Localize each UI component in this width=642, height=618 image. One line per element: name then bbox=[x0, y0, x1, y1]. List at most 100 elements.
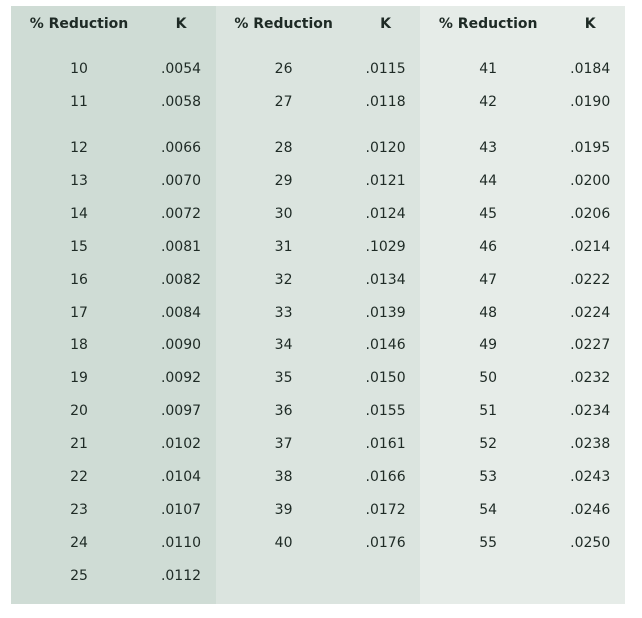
k-value-cell: .0134 bbox=[365, 272, 406, 288]
k-value-cell: .0243 bbox=[570, 469, 611, 485]
percent-reduction-cell: 48 bbox=[479, 305, 498, 321]
table-row: 27 .0118 bbox=[216, 93, 420, 111]
percent-reduction-cell: 16 bbox=[70, 272, 88, 288]
table-row: 21 .0102 bbox=[11, 435, 215, 453]
percent-reduction-cell: 20 bbox=[70, 403, 88, 419]
percent-reduction-cell: 30 bbox=[274, 206, 293, 222]
percent-reduction-cell: 55 bbox=[479, 535, 498, 551]
table-row: 14 .0072 bbox=[11, 205, 215, 223]
k-value-cell: .0072 bbox=[160, 206, 202, 222]
header-percent-reduction: % Reduction bbox=[29, 16, 129, 32]
header-k: K bbox=[175, 16, 187, 32]
k-value-cell: .0190 bbox=[570, 94, 611, 110]
table-row: 39 .0172 bbox=[216, 501, 420, 519]
k-value-cell: .0118 bbox=[365, 94, 406, 110]
k-value-cell: .0054 bbox=[160, 61, 202, 77]
k-value-cell: .0110 bbox=[160, 535, 202, 551]
percent-reduction-cell: 39 bbox=[274, 502, 293, 518]
reduction-k-table: % Reduction K 10 .0054 11 .0058 12 .0066 13 .00… bbox=[11, 6, 625, 604]
table-row: 23 .0107 bbox=[11, 501, 215, 519]
k-value-cell: .0090 bbox=[160, 337, 202, 353]
k-value-cell: .0066 bbox=[160, 140, 202, 156]
percent-reduction-cell: 11 bbox=[70, 94, 88, 110]
percent-reduction-cell: 22 bbox=[70, 469, 88, 485]
header-k: K bbox=[584, 16, 596, 32]
k-value-cell: .0081 bbox=[160, 239, 202, 255]
percent-reduction-cell: 50 bbox=[479, 370, 498, 386]
percent-reduction-cell: 38 bbox=[274, 469, 293, 485]
k-value-cell: .0115 bbox=[365, 61, 406, 77]
table-row: 45 .0206 bbox=[420, 205, 624, 223]
k-value-cell: .0200 bbox=[570, 173, 611, 189]
table-row: 44 .0200 bbox=[420, 172, 624, 190]
table-row: 10 .0054 bbox=[11, 60, 215, 78]
table-row: 28 .0120 bbox=[216, 139, 420, 157]
k-value-cell: .0222 bbox=[570, 272, 611, 288]
k-value-cell: .0121 bbox=[365, 173, 406, 189]
percent-reduction-cell: 10 bbox=[70, 61, 88, 77]
table-row: 51 .0234 bbox=[420, 402, 624, 420]
k-value-cell: .0234 bbox=[570, 403, 611, 419]
table-row: 49 .0227 bbox=[420, 336, 624, 354]
k-value-cell: .0176 bbox=[365, 535, 406, 551]
k-value-cell: .0070 bbox=[160, 173, 202, 189]
table-row: 12 .0066 bbox=[11, 139, 215, 157]
percent-reduction-cell: 23 bbox=[70, 502, 88, 518]
k-value-cell: .0172 bbox=[365, 502, 406, 518]
k-value-cell: .0195 bbox=[570, 140, 611, 156]
k-value-cell: .0238 bbox=[570, 436, 611, 452]
table-row: 22 .0104 bbox=[11, 468, 215, 486]
k-value-cell: .0124 bbox=[365, 206, 406, 222]
table-panel-2: % Reduction K 26 .0115 27 .0118 28 .0120 29 .01… bbox=[215, 6, 421, 604]
k-value-cell: .0155 bbox=[365, 403, 406, 419]
percent-reduction-cell: 21 bbox=[70, 436, 88, 452]
table-row: 37 .0161 bbox=[216, 435, 420, 453]
k-value-cell: .0184 bbox=[570, 61, 611, 77]
percent-reduction-cell: 52 bbox=[479, 436, 498, 452]
k-value-cell: .0224 bbox=[570, 305, 611, 321]
percent-reduction-cell: 15 bbox=[70, 239, 88, 255]
percent-reduction-cell: 29 bbox=[274, 173, 293, 189]
percent-reduction-cell: 33 bbox=[274, 305, 293, 321]
percent-reduction-cell: 51 bbox=[479, 403, 498, 419]
k-value-cell: .0161 bbox=[365, 436, 406, 452]
percent-reduction-cell: 35 bbox=[274, 370, 293, 386]
table-row: 19 .0092 bbox=[11, 369, 215, 387]
table-row: 54 .0246 bbox=[420, 501, 624, 519]
table-row: 55 .0250 bbox=[420, 534, 624, 552]
table-row: 36 .0155 bbox=[216, 402, 420, 420]
percent-reduction-cell: 42 bbox=[479, 94, 498, 110]
table-row: 34 .0146 bbox=[216, 336, 420, 354]
header-percent-reduction: % Reduction bbox=[438, 16, 538, 32]
percent-reduction-cell: 27 bbox=[274, 94, 293, 110]
percent-reduction-cell: 53 bbox=[479, 469, 498, 485]
header-percent-reduction: % Reduction bbox=[234, 16, 333, 32]
percent-reduction-cell: 19 bbox=[70, 370, 88, 386]
k-value-cell: .0112 bbox=[160, 568, 202, 584]
percent-reduction-cell: 43 bbox=[479, 140, 498, 156]
table-row: 42 .0190 bbox=[420, 93, 624, 111]
percent-reduction-cell: 46 bbox=[479, 239, 498, 255]
table-row: 32 .0134 bbox=[216, 271, 420, 289]
table-row: 33 .0139 bbox=[216, 304, 420, 322]
k-value-cell: .0082 bbox=[160, 272, 202, 288]
percent-reduction-cell: 45 bbox=[479, 206, 498, 222]
table-row: 48 .0224 bbox=[420, 304, 624, 322]
table-row: 25 .0112 bbox=[11, 567, 215, 585]
k-value-cell: .0232 bbox=[570, 370, 611, 386]
table-row: 52 .0238 bbox=[420, 435, 624, 453]
table-row: 50 .0232 bbox=[420, 369, 624, 387]
k-value-cell: .0120 bbox=[365, 140, 406, 156]
percent-reduction-cell: 24 bbox=[70, 535, 88, 551]
header-k: K bbox=[380, 16, 392, 32]
table-row: 15 .0081 bbox=[11, 238, 215, 256]
table-row: 29 .0121 bbox=[216, 172, 420, 190]
table-row: 46 .0214 bbox=[420, 238, 624, 256]
table-panel-1: % Reduction K 10 .0054 11 .0058 12 .0066 13 .00… bbox=[11, 6, 216, 604]
percent-reduction-cell: 49 bbox=[479, 337, 498, 353]
percent-reduction-cell: 36 bbox=[274, 403, 293, 419]
k-value-cell: .0227 bbox=[570, 337, 611, 353]
percent-reduction-cell: 12 bbox=[70, 140, 88, 156]
k-value-cell: .0058 bbox=[160, 94, 202, 110]
k-value-cell: .0250 bbox=[570, 535, 611, 551]
